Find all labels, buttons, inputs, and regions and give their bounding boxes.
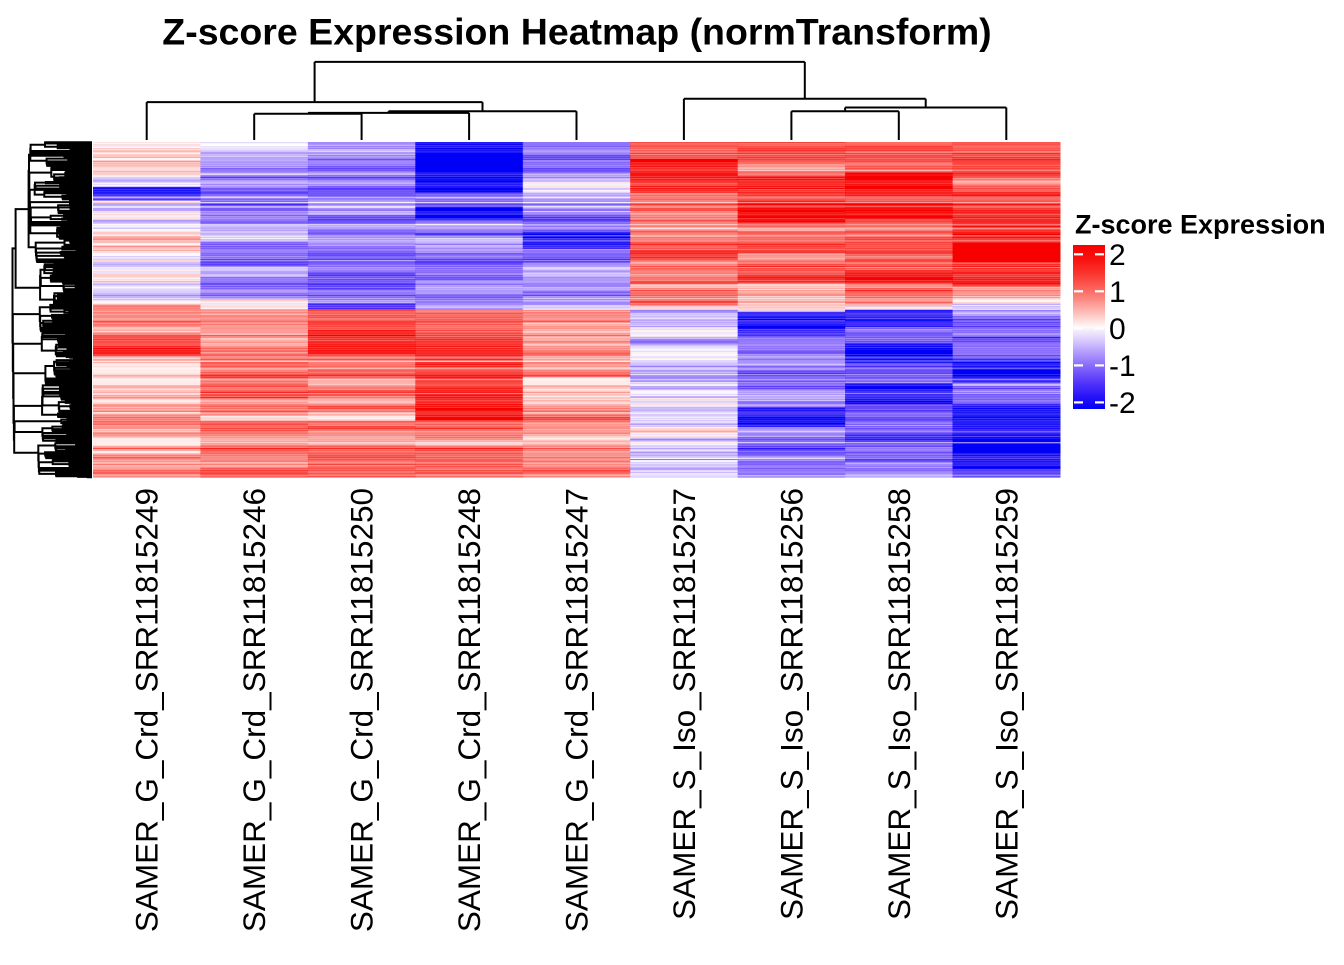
svg-text:-2: -2 [1109, 387, 1136, 420]
svg-text:SAMER_G_Crd_SRR11815246: SAMER_G_Crd_SRR11815246 [236, 488, 272, 932]
svg-text:2: 2 [1109, 239, 1126, 272]
svg-text:SAMER_S_Iso_SRR11815258: SAMER_S_Iso_SRR11815258 [881, 488, 917, 920]
svg-text:SAMER_S_Iso_SRR11815259: SAMER_S_Iso_SRR11815259 [988, 488, 1024, 920]
svg-text:-1: -1 [1109, 350, 1136, 383]
svg-text:Z-score Expression: Z-score Expression [1075, 210, 1326, 240]
svg-text:SAMER_S_Iso_SRR11815256: SAMER_S_Iso_SRR11815256 [773, 488, 809, 920]
svg-text:SAMER_G_Crd_SRR11815248: SAMER_G_Crd_SRR11815248 [451, 488, 487, 932]
svg-text:1: 1 [1109, 276, 1126, 309]
svg-text:0: 0 [1109, 313, 1126, 346]
svg-text:SAMER_G_Crd_SRR11815249: SAMER_G_Crd_SRR11815249 [129, 488, 165, 932]
svg-text:SAMER_G_Crd_SRR11815247: SAMER_G_Crd_SRR11815247 [559, 488, 595, 932]
svg-text:Z-score Expression Heatmap (no: Z-score Expression Heatmap (normTransfor… [162, 11, 991, 53]
svg-text:SAMER_G_Crd_SRR11815250: SAMER_G_Crd_SRR11815250 [344, 488, 380, 932]
svg-text:SAMER_S_Iso_SRR11815257: SAMER_S_Iso_SRR11815257 [666, 488, 702, 920]
